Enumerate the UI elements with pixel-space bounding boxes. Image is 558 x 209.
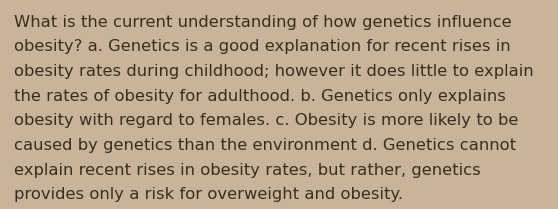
Text: obesity? a. Genetics is a good explanation for recent rises in: obesity? a. Genetics is a good explanati… [14, 39, 511, 54]
Text: obesity with regard to females. c. Obesity is more likely to be: obesity with regard to females. c. Obesi… [14, 113, 518, 128]
Text: the rates of obesity for adulthood. b. Genetics only explains: the rates of obesity for adulthood. b. G… [14, 89, 506, 104]
Text: provides only a risk for overweight and obesity.: provides only a risk for overweight and … [14, 187, 403, 202]
Text: obesity rates during childhood; however it does little to explain: obesity rates during childhood; however … [14, 64, 533, 79]
Text: What is the current understanding of how genetics influence: What is the current understanding of how… [14, 15, 512, 30]
Text: caused by genetics than the environment d. Genetics cannot: caused by genetics than the environment … [14, 138, 516, 153]
Text: explain recent rises in obesity rates, but rather, genetics: explain recent rises in obesity rates, b… [14, 163, 480, 178]
